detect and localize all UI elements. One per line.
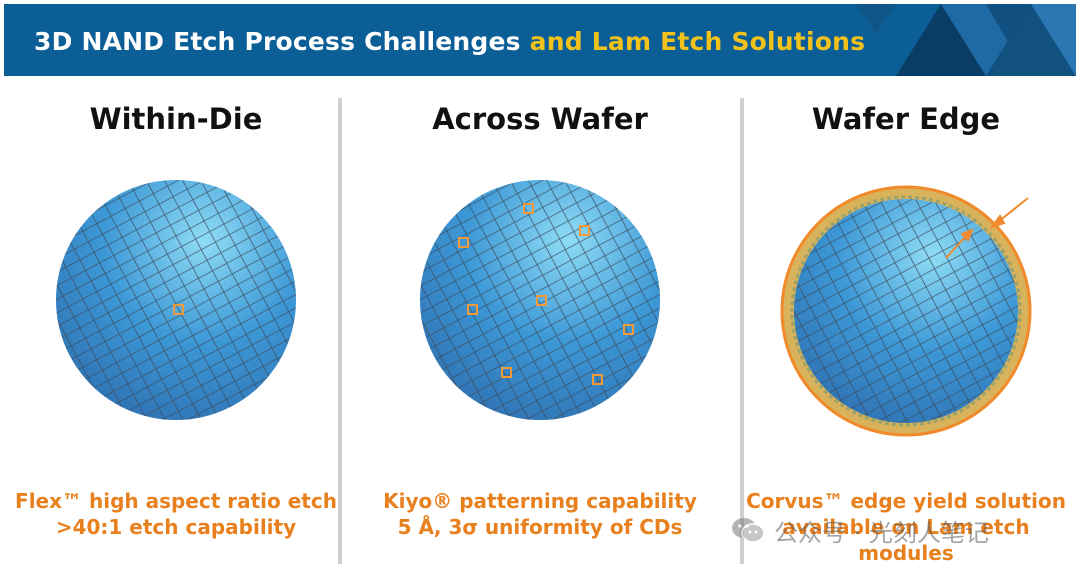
caption-line: available on Lam etch bbox=[782, 515, 1030, 539]
page-title: 3D NAND Etch Process Challenges and Lam … bbox=[34, 27, 865, 56]
die-marker bbox=[536, 295, 547, 306]
watermark-text: 公众号 · 光刻人笔记 bbox=[774, 518, 989, 547]
caption-line: >40:1 etch capability bbox=[55, 515, 297, 539]
divider-right bbox=[740, 98, 744, 564]
column-title: Wafer Edge bbox=[811, 102, 1001, 136]
caption: Corvus™ edge yield solution available on… bbox=[726, 488, 1080, 566]
wafer-edge bbox=[780, 185, 1032, 437]
die-marker bbox=[458, 237, 469, 248]
triangle-decoration bbox=[856, 4, 1076, 76]
die-marker bbox=[173, 304, 184, 315]
watermark: 公众号 · 光刻人笔记 bbox=[730, 512, 1060, 548]
die-marker bbox=[623, 324, 634, 335]
edge-arrows bbox=[945, 197, 1029, 259]
caption-line: 5 Å, 3σ uniformity of CDs bbox=[397, 515, 683, 539]
wafer-across-wafer bbox=[420, 180, 660, 420]
wechat-icon bbox=[732, 518, 765, 543]
title-bar: 3D NAND Etch Process Challenges and Lam … bbox=[4, 4, 1076, 76]
column-title: Across Wafer bbox=[432, 102, 648, 136]
caption: Flex™ high aspect ratio etch >40:1 etch … bbox=[0, 488, 356, 540]
title-main: 3D NAND Etch Process Challenges bbox=[34, 27, 530, 56]
header: 3D NAND Etch Process Challenges and Lam … bbox=[0, 0, 1080, 82]
die-marker bbox=[592, 374, 603, 385]
die-marker bbox=[579, 225, 590, 236]
caption-line: Kiyo® patterning capability bbox=[383, 489, 697, 513]
wafer-within-die bbox=[56, 180, 296, 420]
caption: Kiyo® patterning capability 5 Å, 3σ unif… bbox=[360, 488, 720, 540]
die-marker bbox=[467, 304, 478, 315]
caption-line: modules bbox=[858, 541, 954, 565]
caption-line: Corvus™ edge yield solution bbox=[746, 489, 1066, 513]
divider-left bbox=[338, 98, 342, 564]
caption-line: Flex™ high aspect ratio etch bbox=[15, 489, 337, 513]
title-highlight: and Lam Etch Solutions bbox=[529, 27, 866, 56]
die-marker bbox=[501, 367, 512, 378]
column-title: Within-Die bbox=[89, 102, 263, 136]
die-marker bbox=[523, 203, 534, 214]
